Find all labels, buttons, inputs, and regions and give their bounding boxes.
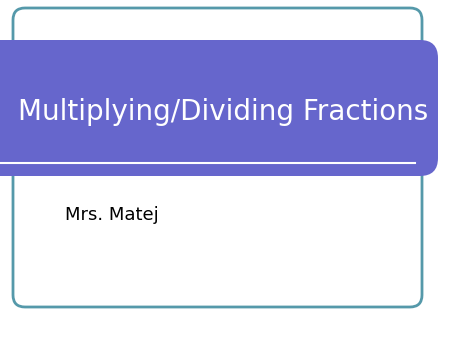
Text: Multiplying/Dividing Fractions: Multiplying/Dividing Fractions — [18, 98, 428, 126]
FancyBboxPatch shape — [0, 40, 438, 176]
Text: Mrs. Matej: Mrs. Matej — [65, 206, 159, 224]
FancyBboxPatch shape — [13, 8, 422, 307]
